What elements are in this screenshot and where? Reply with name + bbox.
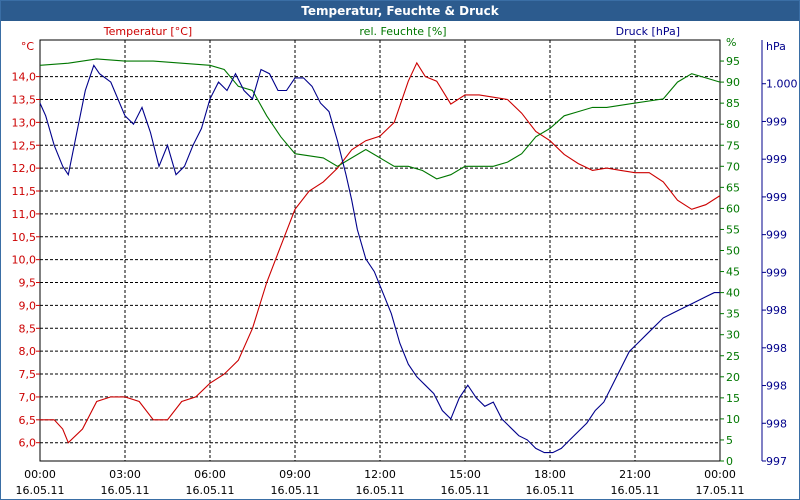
humidity-tick-label: 0 — [726, 455, 733, 468]
pressure-tick-label: 998 — [766, 417, 787, 430]
humidity-tick-label: 35 — [726, 308, 740, 321]
humidity-tick-label: 90 — [726, 76, 740, 89]
pressure-tick-label: 998 — [766, 304, 787, 317]
temperature-tick-label: 8,0 — [19, 345, 37, 358]
humidity-tick-label: 30 — [726, 329, 740, 342]
pressure-series-line — [39, 64, 720, 454]
humidity-series-line — [39, 58, 721, 180]
x-tick-time-label: 00:00 — [24, 468, 56, 481]
pressure-tick-label: 997 — [766, 455, 787, 468]
x-tick-date-label: 17.05.11 — [696, 484, 745, 497]
x-tick-time-label: 09:00 — [279, 468, 311, 481]
x-tick-time-label: 18:00 — [534, 468, 566, 481]
temperature-tick-label: 13,0 — [12, 116, 37, 129]
pressure-tick-label: 998 — [766, 380, 787, 393]
temperature-tick-label: 12,0 — [12, 162, 37, 175]
temperature-tick-label: 10,0 — [12, 254, 37, 267]
humidity-series-label: rel. Feuchte [%] — [359, 25, 446, 38]
chart-title: Temperatur, Feuchte & Druck — [1, 1, 799, 21]
temperature-tick-label: 13,5 — [12, 93, 37, 106]
humidity-tick-label: 25 — [726, 350, 740, 363]
x-tick-date-label: 16.05.11 — [101, 484, 150, 497]
humidity-tick-label: 70 — [726, 160, 740, 173]
x-tick-time-label: 21:00 — [619, 468, 651, 481]
humidity-tick-label: 45 — [726, 266, 740, 279]
humidity-tick-label: 55 — [726, 223, 740, 236]
temperature-series-line — [40, 61, 721, 444]
pressure-tick-label: 999 — [766, 191, 787, 204]
temperature-tick-label: 10,5 — [12, 231, 37, 244]
humidity-tick-label: 95 — [726, 55, 740, 68]
humidity-tick-label: 20 — [726, 371, 740, 384]
pressure-tick-label: 998 — [766, 342, 787, 355]
pressure-tick-label: 999 — [766, 115, 787, 128]
pressure-tick-label: 999 — [766, 266, 787, 279]
pressure-tick-label: 1.000 — [766, 78, 798, 91]
humidity-tick-label: 5 — [726, 434, 733, 447]
temperature-tick-label: 12,5 — [12, 139, 37, 152]
pressure-tick-label: hPa — [766, 40, 786, 53]
temperature-tick-label: 7,0 — [19, 391, 37, 404]
x-tick-date-label: 16.05.11 — [356, 484, 405, 497]
x-tick-date-label: 16.05.11 — [186, 484, 235, 497]
temperature-tick-label: 9,5 — [19, 277, 37, 290]
humidity-tick-label: 40 — [726, 287, 740, 300]
humidity-tick-label: 10 — [726, 413, 740, 426]
humidity-tick-label: 85 — [726, 97, 740, 110]
pressure-tick-label: 999 — [766, 153, 787, 166]
temperature-tick-label: 6,0 — [19, 437, 37, 450]
temperature-tick-label: 11,0 — [12, 208, 37, 221]
humidity-tick-label: 50 — [726, 245, 740, 258]
humidity-tick-label: 80 — [726, 118, 740, 131]
humidity-tick-label: 15 — [726, 392, 740, 405]
humidity-tick-label: 65 — [726, 181, 740, 194]
x-tick-time-label: 06:00 — [194, 468, 226, 481]
humidity-tick-label: 60 — [726, 202, 740, 215]
x-tick-time-label: 00:00 — [704, 468, 736, 481]
temperature-tick-label: 9,0 — [19, 299, 37, 312]
temperature-series-label: Temperatur [°C] — [103, 25, 192, 38]
temperature-unit-label: °C — [21, 40, 35, 53]
x-tick-date-label: 16.05.11 — [271, 484, 320, 497]
x-tick-time-label: 12:00 — [364, 468, 396, 481]
x-tick-time-label: 03:00 — [109, 468, 141, 481]
temperature-tick-label: 8,5 — [19, 322, 37, 335]
temperature-tick-label: 7,5 — [19, 368, 37, 381]
x-tick-date-label: 16.05.11 — [16, 484, 65, 497]
humidity-tick-label: 75 — [726, 139, 740, 152]
x-tick-date-label: 16.05.11 — [526, 484, 575, 497]
temperature-tick-label: 14,0 — [12, 71, 37, 84]
humidity-tick-label: % — [726, 36, 736, 49]
x-tick-date-label: 16.05.11 — [611, 484, 660, 497]
pressure-series-label: Druck [hPa] — [616, 25, 680, 38]
x-tick-time-label: 15:00 — [449, 468, 481, 481]
x-tick-date-label: 16.05.11 — [441, 484, 490, 497]
temperature-tick-label: 11,5 — [12, 185, 37, 198]
pressure-tick-label: 999 — [766, 229, 787, 242]
temperature-tick-label: 6,5 — [19, 414, 37, 427]
